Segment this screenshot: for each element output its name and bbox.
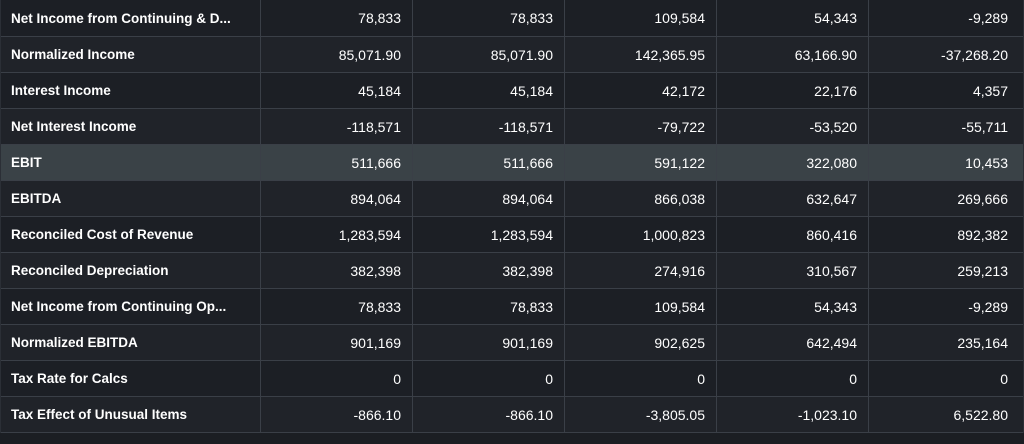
row-label: Reconciled Depreciation (1, 253, 261, 288)
value-cell: 109,584 (565, 0, 717, 36)
value-cell: 142,365.95 (565, 37, 717, 72)
row-label: Net Income from Continuing & D... (1, 0, 261, 36)
value-cell: 860,416 (717, 217, 869, 252)
value-cell: 6,522.80 (953, 406, 1009, 423)
value-cell: 632,647 (717, 181, 869, 216)
table-row[interactable]: Tax Effect of Unusual Items -866.10 -866… (1, 397, 1023, 433)
value-cell: -118,571 (261, 109, 413, 144)
value-cell: 310,567 (717, 253, 869, 288)
value-cell: 0 (565, 361, 717, 396)
value-cell: 22,176 (717, 73, 869, 108)
value-cell: -1,023.10 (717, 397, 869, 432)
row-label: Reconciled Cost of Revenue (1, 217, 261, 252)
value-cell: 85,071.90 (261, 37, 413, 72)
value-cell: 0 (1000, 370, 1008, 387)
value-cell: 259,213 (957, 262, 1008, 279)
value-cell: 63,166.90 (717, 37, 869, 72)
value-cell: 4,357 (972, 82, 1008, 99)
value-cell: 1,283,594 (261, 217, 413, 252)
value-cell: 45,184 (261, 73, 413, 108)
value-cell: 382,398 (413, 253, 565, 288)
row-label: Tax Effect of Unusual Items (1, 397, 261, 432)
value-cell: 269,666 (957, 190, 1008, 207)
table-row[interactable]: Interest Income 45,184 45,184 42,172 22,… (1, 73, 1023, 109)
row-label: Net Interest Income (1, 109, 261, 144)
row-label: EBITDA (1, 181, 261, 216)
value-cell: -3,805.05 (565, 397, 717, 432)
value-cell: 85,071.90 (413, 37, 565, 72)
table-row[interactable]: Normalized Income 85,071.90 85,071.90 14… (1, 37, 1023, 73)
value-cell: 1,000,823 (565, 217, 717, 252)
value-cell: 45,184 (413, 73, 565, 108)
value-cell: -37,268.20 (941, 46, 1008, 63)
row-label: Interest Income (1, 73, 261, 108)
value-cell: 894,064 (413, 181, 565, 216)
value-cell: 54,343 (717, 289, 869, 324)
value-cell: 54,343 (717, 0, 869, 36)
table-row-hovered[interactable]: EBIT 511,666 511,666 591,122 322,080 10,… (1, 145, 1023, 181)
value-cell: 511,666 (261, 145, 413, 180)
table-row[interactable]: Net Income from Continuing Op... 78,833 … (1, 289, 1023, 325)
value-cell: 902,625 (565, 325, 717, 360)
value-cell: -9,289 (968, 298, 1008, 315)
table-row[interactable]: EBITDA 894,064 894,064 866,038 632,647 2… (1, 181, 1023, 217)
table-row[interactable]: Net Income from Continuing & D... 78,833… (1, 0, 1023, 37)
value-cell: 901,169 (261, 325, 413, 360)
table-row[interactable]: Reconciled Depreciation 382,398 382,398 … (1, 253, 1023, 289)
row-label: Normalized Income (1, 37, 261, 72)
value-cell: 10,453 (965, 154, 1008, 171)
row-label: EBIT (1, 145, 261, 180)
table-row[interactable]: Reconciled Cost of Revenue 1,283,594 1,2… (1, 217, 1023, 253)
value-cell: -53,520 (717, 109, 869, 144)
value-cell: 0 (413, 361, 565, 396)
value-cell: 42,172 (565, 73, 717, 108)
row-label: Net Income from Continuing Op... (1, 289, 261, 324)
value-cell: 894,064 (261, 181, 413, 216)
table-row[interactable]: Normalized EBITDA 901,169 901,169 902,62… (1, 325, 1023, 361)
table-row[interactable]: Net Interest Income -118,571 -118,571 -7… (1, 109, 1023, 145)
value-cell: -118,571 (413, 109, 565, 144)
value-cell: 511,666 (413, 145, 565, 180)
value-cell: 892,382 (957, 226, 1008, 243)
value-cell: 866,038 (565, 181, 717, 216)
value-cell: 78,833 (413, 0, 565, 36)
table-row[interactable]: Tax Rate for Calcs 0 0 0 0 0 (1, 361, 1023, 397)
value-cell: 591,122 (565, 145, 717, 180)
value-cell: 235,164 (957, 334, 1008, 351)
value-cell: 0 (717, 361, 869, 396)
value-cell: 274,916 (565, 253, 717, 288)
value-cell: 109,584 (565, 289, 717, 324)
row-label: Tax Rate for Calcs (1, 361, 261, 396)
value-cell: 0 (261, 361, 413, 396)
value-cell: -866.10 (413, 397, 565, 432)
value-cell: -79,722 (565, 109, 717, 144)
value-cell: 78,833 (261, 0, 413, 36)
value-cell: -55,711 (961, 118, 1008, 135)
value-cell: 382,398 (261, 253, 413, 288)
value-cell: -9,289 (968, 10, 1008, 26)
value-cell: 1,283,594 (413, 217, 565, 252)
value-cell: 901,169 (413, 325, 565, 360)
value-cell: 78,833 (261, 289, 413, 324)
row-label: Normalized EBITDA (1, 325, 261, 360)
value-cell: -866.10 (261, 397, 413, 432)
value-cell: 78,833 (413, 289, 565, 324)
value-cell: 322,080 (717, 145, 869, 180)
value-cell: 642,494 (717, 325, 869, 360)
financials-table: Net Income from Continuing & D... 78,833… (0, 0, 1024, 433)
